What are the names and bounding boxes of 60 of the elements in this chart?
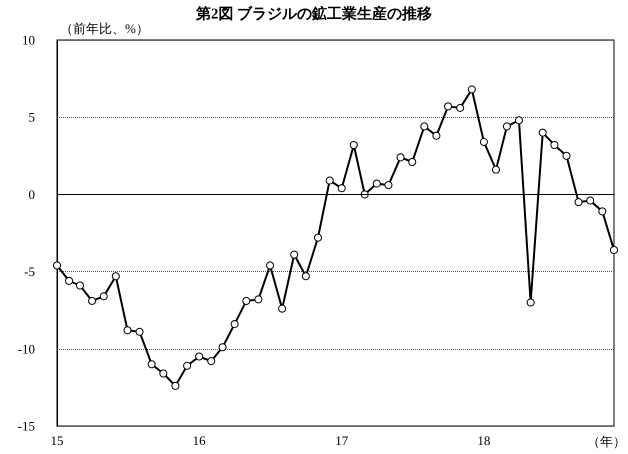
point	[207, 357, 216, 366]
y-axis-title: （前年比、%）	[60, 21, 149, 36]
point	[171, 382, 180, 390]
y-tick-label: -5	[24, 264, 35, 280]
point	[148, 360, 156, 368]
point	[350, 140, 358, 149]
point	[254, 295, 262, 304]
point	[278, 304, 286, 313]
point	[562, 152, 570, 160]
point	[326, 176, 334, 184]
point	[550, 140, 558, 149]
point	[408, 158, 416, 166]
y-tick-label: -15	[18, 418, 35, 434]
x-axis-title: （年）	[587, 434, 626, 449]
point	[526, 298, 535, 306]
point	[65, 276, 74, 285]
point	[480, 138, 488, 146]
y-tick-label: -10	[18, 341, 35, 356]
point	[159, 370, 168, 378]
point	[384, 181, 392, 190]
point	[420, 122, 428, 130]
point	[314, 234, 322, 242]
point	[468, 85, 476, 94]
point	[242, 296, 250, 305]
point	[574, 198, 583, 206]
point	[183, 362, 192, 370]
point	[100, 292, 108, 300]
x-tick-label: 18	[477, 433, 490, 448]
point	[396, 153, 405, 162]
point	[53, 261, 61, 270]
y-tick-label: 10	[22, 32, 35, 48]
point	[538, 128, 547, 137]
point	[112, 272, 120, 280]
point	[290, 250, 298, 259]
point	[610, 246, 618, 254]
point	[124, 326, 132, 334]
point	[88, 296, 96, 305]
point	[586, 196, 594, 205]
point	[136, 328, 144, 336]
y-tick-label: 5	[28, 110, 35, 125]
point	[372, 180, 381, 188]
point	[514, 116, 523, 124]
y-tick-label: 0	[28, 186, 35, 202]
point	[502, 122, 511, 130]
point	[598, 207, 606, 216]
chart-title: 第2図 ブラジルの鉱工業生産の推移	[194, 4, 432, 22]
point	[218, 343, 227, 352]
point	[432, 132, 440, 140]
point	[195, 352, 204, 361]
x-tick-label: 15	[50, 433, 64, 448]
point	[338, 184, 346, 192]
point	[302, 272, 310, 280]
x-tick-label: 17	[335, 433, 349, 448]
point	[266, 261, 274, 270]
point	[444, 102, 452, 110]
point	[456, 104, 464, 112]
x-tick-label: 16	[192, 433, 206, 448]
point	[492, 166, 500, 174]
point	[230, 320, 239, 328]
point	[76, 282, 84, 290]
